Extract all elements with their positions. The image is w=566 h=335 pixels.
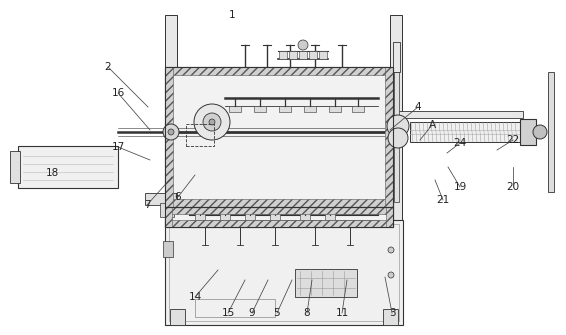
Text: 19: 19 [453, 182, 466, 192]
Bar [295, 269, 357, 297]
Bar [245, 213, 255, 220]
Bar [319, 51, 327, 59]
Circle shape [203, 113, 221, 131]
Bar [165, 207, 393, 227]
Bar [325, 213, 335, 220]
Text: 17: 17 [112, 142, 125, 152]
Text: 7: 7 [144, 200, 151, 210]
Bar [165, 67, 393, 207]
Bar [391, 77, 395, 187]
Circle shape [168, 129, 174, 135]
Bar [165, 220, 403, 325]
Text: 14: 14 [188, 292, 201, 302]
Text: 1: 1 [229, 10, 235, 20]
Circle shape [388, 247, 394, 253]
Bar [160, 203, 174, 217]
Text: 9: 9 [248, 308, 255, 318]
Bar [18, 146, 118, 188]
Bar [195, 213, 205, 220]
Bar [395, 111, 523, 118]
Bar [229, 106, 241, 112]
Bar [300, 213, 310, 220]
Text: 6: 6 [175, 192, 181, 202]
Bar [165, 67, 393, 75]
Text: 11: 11 [336, 308, 349, 318]
Circle shape [209, 119, 215, 125]
Bar [329, 106, 341, 112]
Bar [520, 119, 536, 145]
Bar [299, 51, 307, 59]
Bar [170, 309, 185, 325]
Bar [220, 213, 230, 220]
Bar [254, 106, 266, 112]
Bar [279, 51, 287, 59]
Bar [383, 309, 398, 325]
Bar [165, 67, 173, 207]
Bar [304, 106, 316, 112]
Bar [195, 299, 275, 317]
Circle shape [387, 115, 409, 137]
Text: A: A [428, 120, 436, 130]
Bar [165, 207, 393, 227]
Text: 8: 8 [304, 308, 310, 318]
Bar [309, 51, 317, 59]
Bar [289, 51, 297, 59]
Bar [394, 72, 399, 202]
Text: 22: 22 [507, 135, 520, 145]
Text: 16: 16 [112, 88, 125, 98]
Bar [165, 220, 393, 227]
Bar [386, 207, 393, 227]
Bar [352, 106, 364, 112]
Text: 4: 4 [415, 102, 421, 112]
Circle shape [298, 40, 308, 50]
Text: 21: 21 [436, 195, 449, 205]
Text: 18: 18 [45, 168, 59, 178]
Circle shape [533, 125, 547, 139]
Bar [390, 15, 402, 325]
Text: 2: 2 [105, 62, 112, 72]
Bar [163, 241, 173, 257]
Text: 5: 5 [274, 308, 280, 318]
Bar [279, 106, 291, 112]
Circle shape [194, 104, 230, 140]
Bar [165, 207, 393, 214]
Circle shape [163, 124, 179, 140]
Bar [548, 72, 554, 192]
Bar [165, 207, 172, 227]
Bar [169, 224, 399, 321]
Bar [145, 193, 177, 205]
Text: 15: 15 [221, 308, 235, 318]
Bar [10, 151, 20, 183]
Bar [410, 122, 520, 142]
Text: 24: 24 [453, 138, 466, 148]
Bar [165, 15, 177, 325]
Circle shape [388, 272, 394, 278]
Text: 20: 20 [507, 182, 520, 192]
Circle shape [388, 128, 408, 148]
Bar [385, 67, 393, 207]
Text: 3: 3 [389, 308, 395, 318]
Bar [270, 213, 280, 220]
Bar [165, 67, 393, 207]
Bar [393, 42, 400, 72]
Bar [165, 199, 393, 207]
Bar [186, 124, 214, 146]
